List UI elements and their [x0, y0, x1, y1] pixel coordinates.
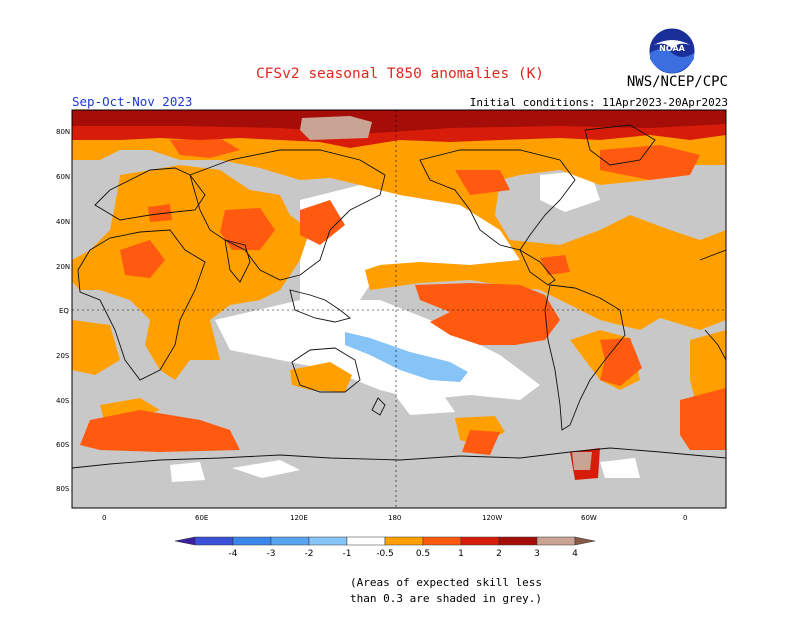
longitude-labels: 0 60E 120E 180 120W 60W 0 — [102, 514, 687, 522]
noaa-logo: NOAA — [648, 27, 696, 75]
anomaly-3-4-areas — [72, 110, 726, 134]
colorbar-swatch — [536, 536, 576, 546]
lat-label: 40S — [56, 397, 70, 405]
lat-label: 60S — [56, 441, 70, 449]
colorbar-swatch — [346, 536, 386, 546]
colorbar-tick-label: 4 — [572, 549, 578, 559]
colorbar-tick-label: -1 — [343, 549, 352, 559]
lat-label: 80N — [56, 128, 70, 136]
initial-conditions-label: Initial conditions: 11Apr2023-20Apr2023 — [469, 96, 728, 109]
lon-label: 120E — [290, 514, 308, 522]
colorbar-max-arrow — [574, 536, 596, 546]
graticule — [72, 110, 726, 508]
colorbar-swatch — [498, 536, 538, 546]
colorbar-tick-label: -4 — [229, 549, 238, 559]
lat-label: 60N — [56, 173, 70, 181]
lon-label: 0 — [102, 514, 106, 522]
colorbar-tick-label: 3 — [534, 549, 540, 559]
colorbar-swatch — [384, 536, 424, 546]
map-field — [72, 110, 726, 508]
colorbar-swatch — [308, 536, 348, 546]
skill-note-line-2: than 0.3 are shaded in grey.) — [350, 592, 543, 605]
colorbar-tick-label: 2 — [496, 549, 502, 559]
colorbar: -4 -3 -2 -1 -0.5 0.5 1 2 3 4 — [174, 536, 596, 559]
colorbar-tick-label: 1 — [458, 549, 464, 559]
colorbar-tick-label: -0.5 — [376, 549, 394, 559]
lat-label: EQ — [59, 307, 69, 315]
colorbar-tick-label: -2 — [305, 549, 314, 559]
lon-label: 180 — [388, 514, 401, 522]
lat-label: 40N — [56, 218, 70, 226]
colorbar-tick-label: -3 — [267, 549, 276, 559]
latitude-labels: 80N 60N 40N 20N EQ 20S 40S 60S 80S — [56, 128, 70, 493]
skill-note: (Areas of expected skill less than 0.3 a… — [350, 575, 542, 607]
lat-label: 20N — [56, 263, 70, 271]
season-label: Sep-Oct-Nov 2023 — [72, 94, 193, 109]
lon-label: 60W — [581, 514, 597, 522]
colorbar-swatch — [232, 536, 272, 546]
anomaly-over-4-areas — [300, 116, 592, 470]
colorbar-swatch — [460, 536, 500, 546]
colorbar-swatch — [194, 536, 234, 546]
map-frame — [71, 109, 727, 509]
lat-label: 80S — [56, 485, 70, 493]
lat-label: 20S — [56, 352, 70, 360]
colorbar-tick-label: 0.5 — [416, 549, 430, 559]
lon-label: 120W — [482, 514, 502, 522]
colorbar-min-arrow — [174, 536, 196, 546]
colorbar-swatch — [422, 536, 462, 546]
lon-label: 0 — [683, 514, 687, 522]
skill-note-line-1: (Areas of expected skill less — [350, 576, 543, 589]
anomaly-1-2-areas — [80, 138, 726, 455]
lon-label: 60E — [195, 514, 208, 522]
svg-text:NOAA: NOAA — [659, 44, 685, 53]
coastlines — [72, 124, 726, 469]
map-title: CFSv2 seasonal T850 anomalies (K) — [255, 66, 545, 82]
agency-label: NWS/NCEP/CPC — [626, 74, 728, 90]
colorbar-swatch — [270, 536, 310, 546]
anomaly-negative-areas — [345, 332, 468, 382]
